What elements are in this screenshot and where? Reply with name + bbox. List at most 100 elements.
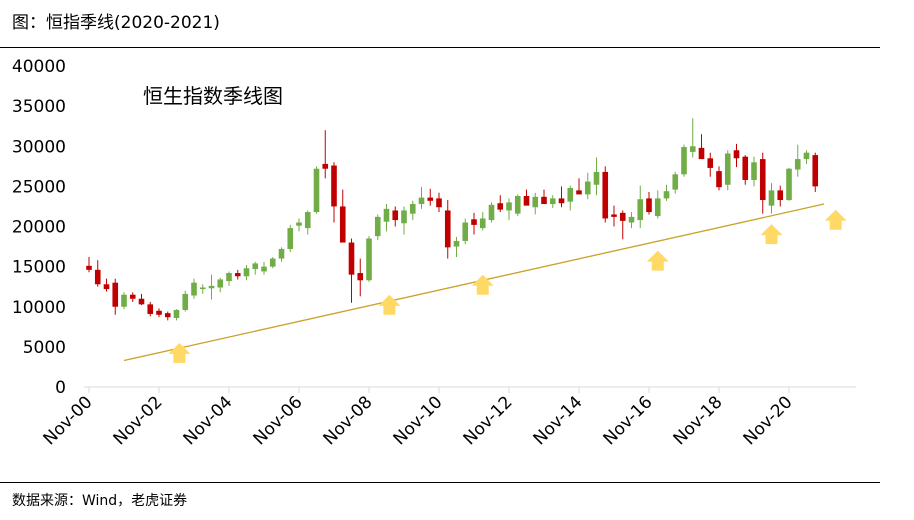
candle	[427, 188, 434, 206]
candle	[261, 261, 267, 275]
candle	[716, 166, 722, 191]
candle-body	[567, 187, 574, 202]
x-tick-label: Nov-16	[600, 392, 657, 449]
candle-body	[252, 263, 259, 270]
candle	[269, 256, 276, 269]
candle	[287, 224, 294, 253]
candle-body	[226, 273, 232, 282]
candle-body	[296, 222, 302, 226]
y-tick-label: 0	[55, 378, 66, 398]
candle-body	[121, 294, 127, 307]
candle	[339, 189, 346, 243]
candle	[304, 210, 311, 235]
candle	[497, 195, 504, 213]
candle-body	[786, 168, 792, 201]
y-tick-label: 40000	[12, 57, 66, 77]
candle-body	[436, 198, 442, 208]
candle	[777, 185, 784, 207]
candle	[786, 167, 792, 201]
bottom-rule	[0, 482, 880, 483]
candle	[252, 261, 259, 275]
candle	[191, 278, 197, 299]
candle	[313, 166, 320, 214]
candle	[453, 236, 460, 257]
candle	[584, 172, 591, 200]
candle-body	[401, 210, 407, 224]
candle	[462, 218, 469, 245]
candle	[208, 274, 215, 300]
candle	[278, 247, 285, 262]
candle-body	[768, 190, 775, 206]
candle	[567, 185, 574, 211]
y-tick-label: 25000	[12, 177, 66, 197]
candle-body	[593, 171, 600, 185]
support-arrow	[646, 250, 669, 271]
candle-body	[392, 210, 399, 221]
y-tick-label: 10000	[12, 298, 66, 318]
candle-body	[794, 159, 801, 170]
candle-body	[812, 155, 819, 187]
candle-body	[716, 171, 722, 188]
candle-body	[173, 309, 180, 318]
candle-body	[654, 198, 661, 217]
candle-body	[549, 198, 556, 205]
candle	[374, 214, 381, 241]
candle-body	[532, 196, 539, 208]
candle-body	[94, 269, 101, 285]
candle-body	[689, 146, 696, 152]
candle-body	[287, 228, 294, 249]
candle-body	[471, 219, 477, 225]
candle	[471, 212, 477, 235]
candle	[794, 144, 801, 177]
candle	[331, 162, 337, 223]
x-tick-label: Nov-04	[180, 392, 237, 449]
x-tick-label: Nov-06	[250, 392, 307, 449]
candle-body	[506, 202, 512, 211]
candle	[243, 265, 250, 281]
x-tick-label: Nov-08	[320, 392, 377, 449]
candle	[698, 134, 705, 160]
candle-body	[724, 153, 731, 185]
candle	[681, 144, 687, 177]
support-arrow	[760, 224, 783, 245]
candle-body	[129, 294, 136, 299]
candle-body	[138, 298, 145, 305]
candle-body	[523, 196, 530, 206]
support-arrows-layer	[168, 209, 847, 363]
candle	[348, 238, 355, 303]
candle	[576, 178, 582, 195]
candle-body	[611, 214, 617, 217]
y-tick-label: 35000	[12, 97, 66, 117]
candle-body	[269, 258, 276, 267]
candle	[611, 205, 617, 227]
candle	[742, 155, 749, 185]
candle-body	[541, 196, 547, 205]
candle	[112, 278, 119, 315]
candle-body	[304, 212, 311, 229]
candle	[129, 292, 136, 302]
y-tick-label: 5000	[23, 338, 66, 358]
candle-body	[576, 190, 582, 195]
support-arrow	[471, 274, 494, 295]
candle	[479, 212, 486, 231]
candle	[234, 269, 241, 280]
candle	[558, 186, 565, 208]
candle-body	[103, 284, 110, 290]
candle	[759, 152, 766, 214]
candle	[217, 277, 224, 293]
candle-body	[462, 222, 469, 241]
candle-body	[646, 198, 652, 213]
candle-body	[584, 181, 591, 195]
candle	[663, 184, 670, 201]
candle	[173, 309, 180, 321]
candle	[654, 190, 661, 219]
candle	[532, 192, 539, 215]
candle	[103, 278, 110, 292]
candle-body	[331, 165, 337, 207]
candle-body	[602, 171, 609, 219]
candle	[523, 189, 530, 206]
support-trendline	[123, 203, 825, 362]
candle-body	[409, 204, 416, 214]
x-tick-label: Nov-00	[40, 392, 97, 449]
candle-body	[86, 265, 92, 270]
